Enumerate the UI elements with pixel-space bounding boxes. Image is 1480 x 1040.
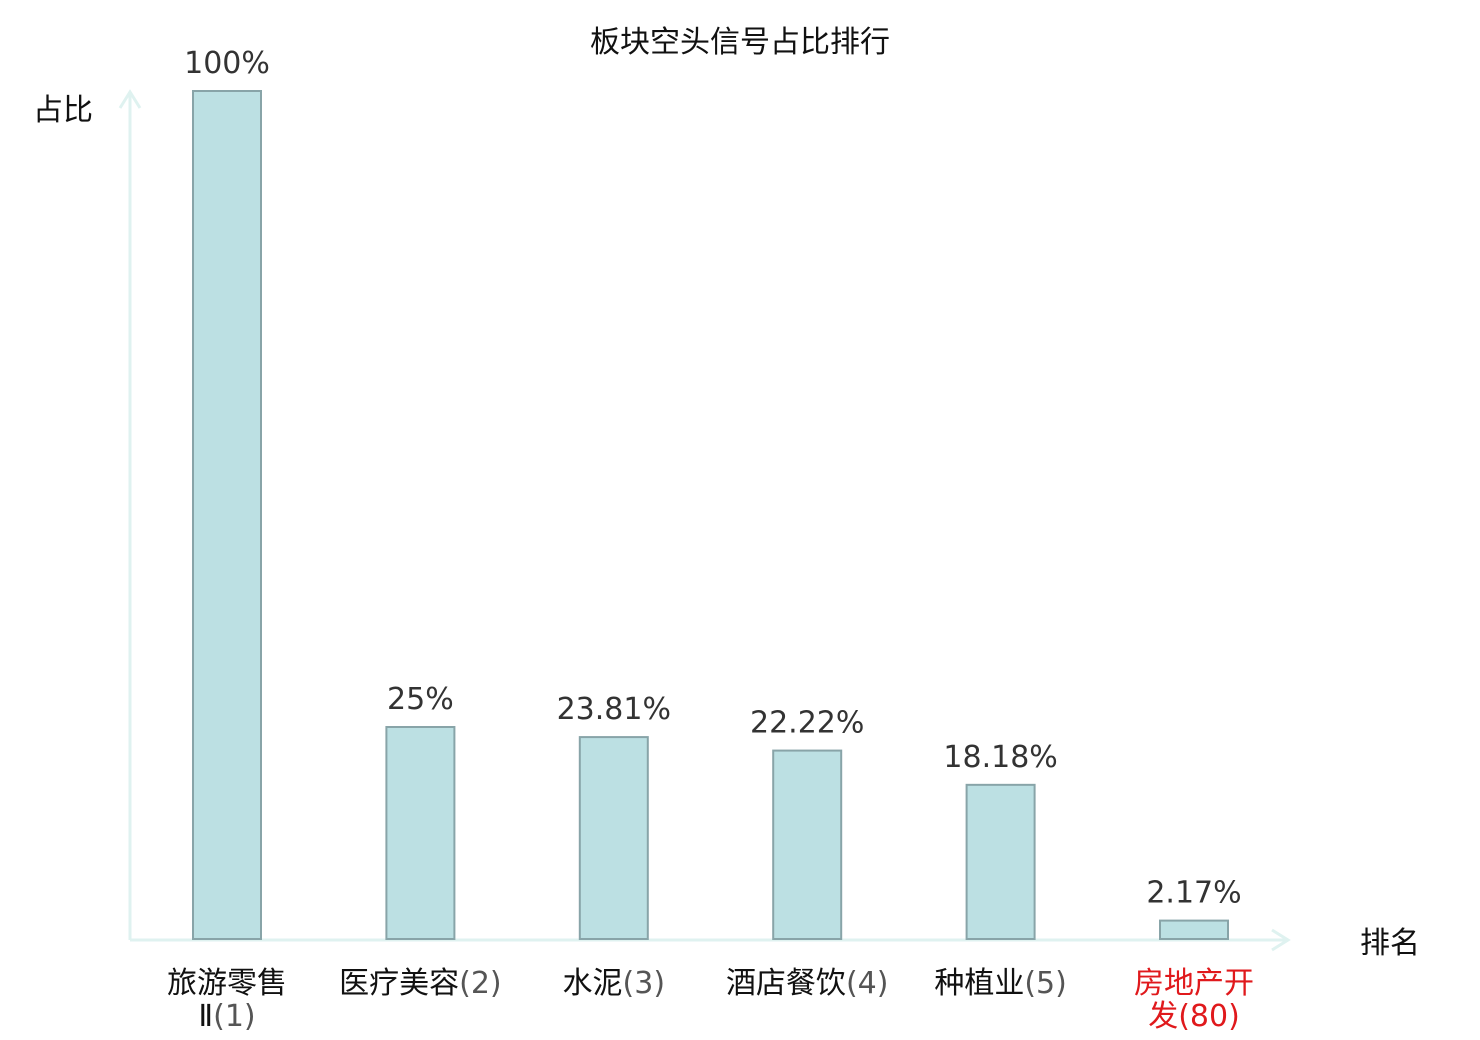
category-rank: (2) xyxy=(459,966,502,1001)
data-label: 25% xyxy=(387,682,454,717)
bar xyxy=(1159,919,1229,940)
category-rank: (5) xyxy=(1024,966,1067,1001)
x-tick-label: 医疗美容(2) xyxy=(339,966,502,1001)
axes xyxy=(118,89,1291,952)
y-axis-arrow xyxy=(118,89,142,109)
category-name: 医疗美容 xyxy=(339,966,459,1001)
x-tick-label: 种植业(5) xyxy=(934,966,1067,1001)
data-label: 2.17% xyxy=(1146,876,1241,911)
category-name: Ⅱ xyxy=(198,999,213,1034)
y-axis-label: 占比 xyxy=(33,93,93,128)
bar xyxy=(385,726,456,940)
data-label: 22.22% xyxy=(750,706,864,741)
x-tick-label: 酒店餐饮(4) xyxy=(726,966,889,1001)
x-tick-label: 房地产开发(80) xyxy=(1134,966,1254,1034)
category-rank: (1) xyxy=(213,999,256,1034)
value-labels: 100% 25% 23.81% 22.22% 18.18% 2.17% xyxy=(184,46,1242,911)
bars xyxy=(192,90,1229,941)
data-label: 18.18% xyxy=(943,740,1057,775)
x-tick-label: 旅游零售 Ⅱ(1) xyxy=(167,966,287,1034)
category-rank: (80) xyxy=(1178,999,1240,1034)
category-name: 房地产开 xyxy=(1134,966,1254,1001)
bar xyxy=(772,749,843,940)
category-rank: (3) xyxy=(623,966,666,1001)
x-tick-label: 水泥(3) xyxy=(563,966,666,1001)
category-labels: 旅游零售 Ⅱ(1) 医疗美容(2) 水泥(3) 酒店餐饮(4) 种植业(5) 房地产开发(8… xyxy=(167,966,1254,1034)
chart-title: 板块空头信号占比排行 xyxy=(590,25,890,60)
data-label: 23.81% xyxy=(557,692,671,727)
bar xyxy=(578,736,649,940)
category-name: 酒店餐饮 xyxy=(726,966,846,1001)
data-label: 100% xyxy=(184,46,270,81)
category-name: 种植业 xyxy=(934,966,1024,1001)
category-name: 水泥 xyxy=(563,966,623,1001)
category-name: 旅游零售 xyxy=(167,966,287,1001)
x-axis-label: 排名 xyxy=(1360,926,1420,961)
x-axis-arrow xyxy=(1271,928,1291,952)
category-rank: (4) xyxy=(846,966,889,1001)
bar xyxy=(192,90,262,940)
category-name: 发 xyxy=(1148,999,1178,1034)
bar xyxy=(965,783,1036,941)
